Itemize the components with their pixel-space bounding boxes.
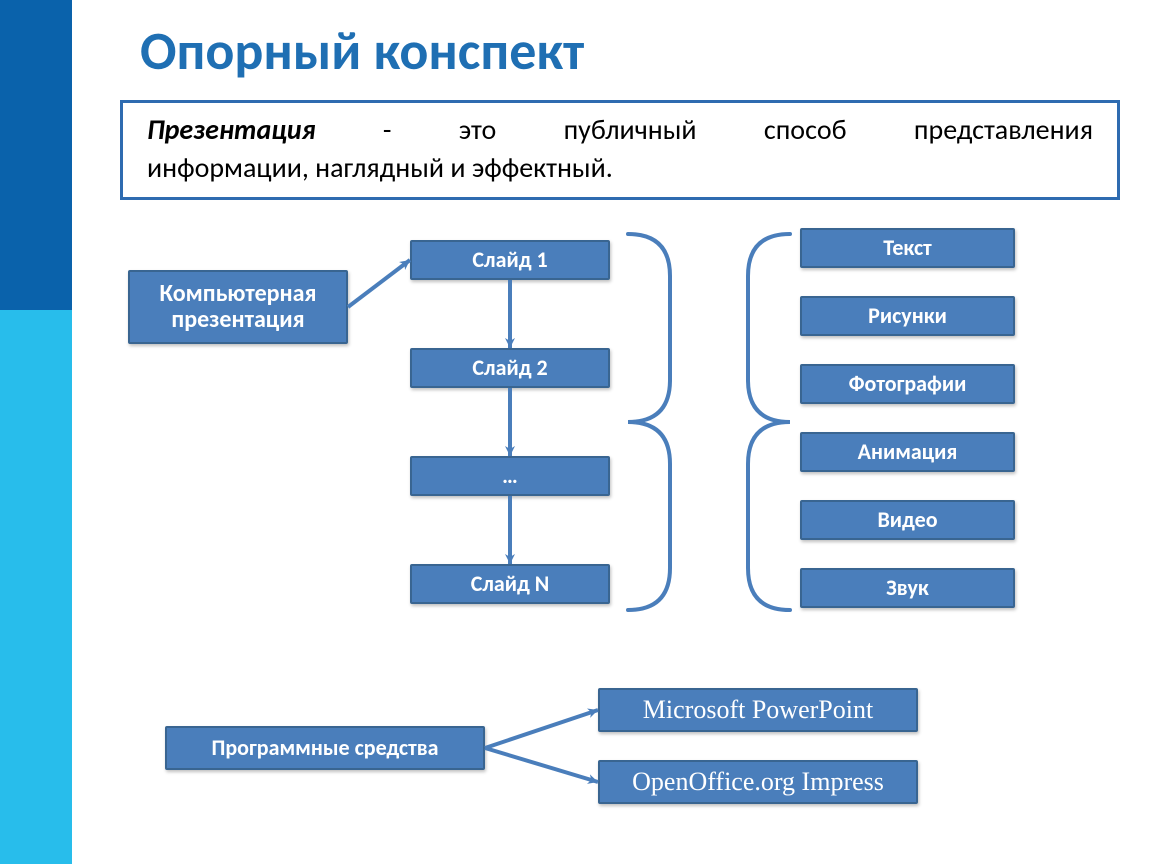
diagram-node-m4: Видео xyxy=(800,500,1015,540)
diagram-node-sN: Слайд N xyxy=(410,564,610,604)
diagram-node-root: Компьютернаяпрезентация xyxy=(128,270,348,344)
diagram-node-s2: Слайд 2 xyxy=(410,348,610,388)
diagram-nodes-layer: Компьютернаяпрезентация Слайд 1 Слайд 2 … Сл… xyxy=(0,0,1150,864)
diagram-node-m2: Фотографии xyxy=(800,364,1015,404)
diagram-node-tools: Программные средства xyxy=(165,726,485,770)
diagram-node-oo: OpenOffice.org Impress xyxy=(598,760,918,804)
diagram-node-m1: Рисунки xyxy=(800,296,1015,336)
diagram-node-m0: Текст xyxy=(800,228,1015,268)
diagram-node-m5: Звук xyxy=(800,568,1015,608)
diagram-node-sdots: … xyxy=(410,456,610,496)
diagram-node-m3: Анимация xyxy=(800,432,1015,472)
diagram-node-s1: Слайд 1 xyxy=(410,240,610,280)
diagram-node-pp: Microsoft PowerPoint xyxy=(598,688,918,732)
